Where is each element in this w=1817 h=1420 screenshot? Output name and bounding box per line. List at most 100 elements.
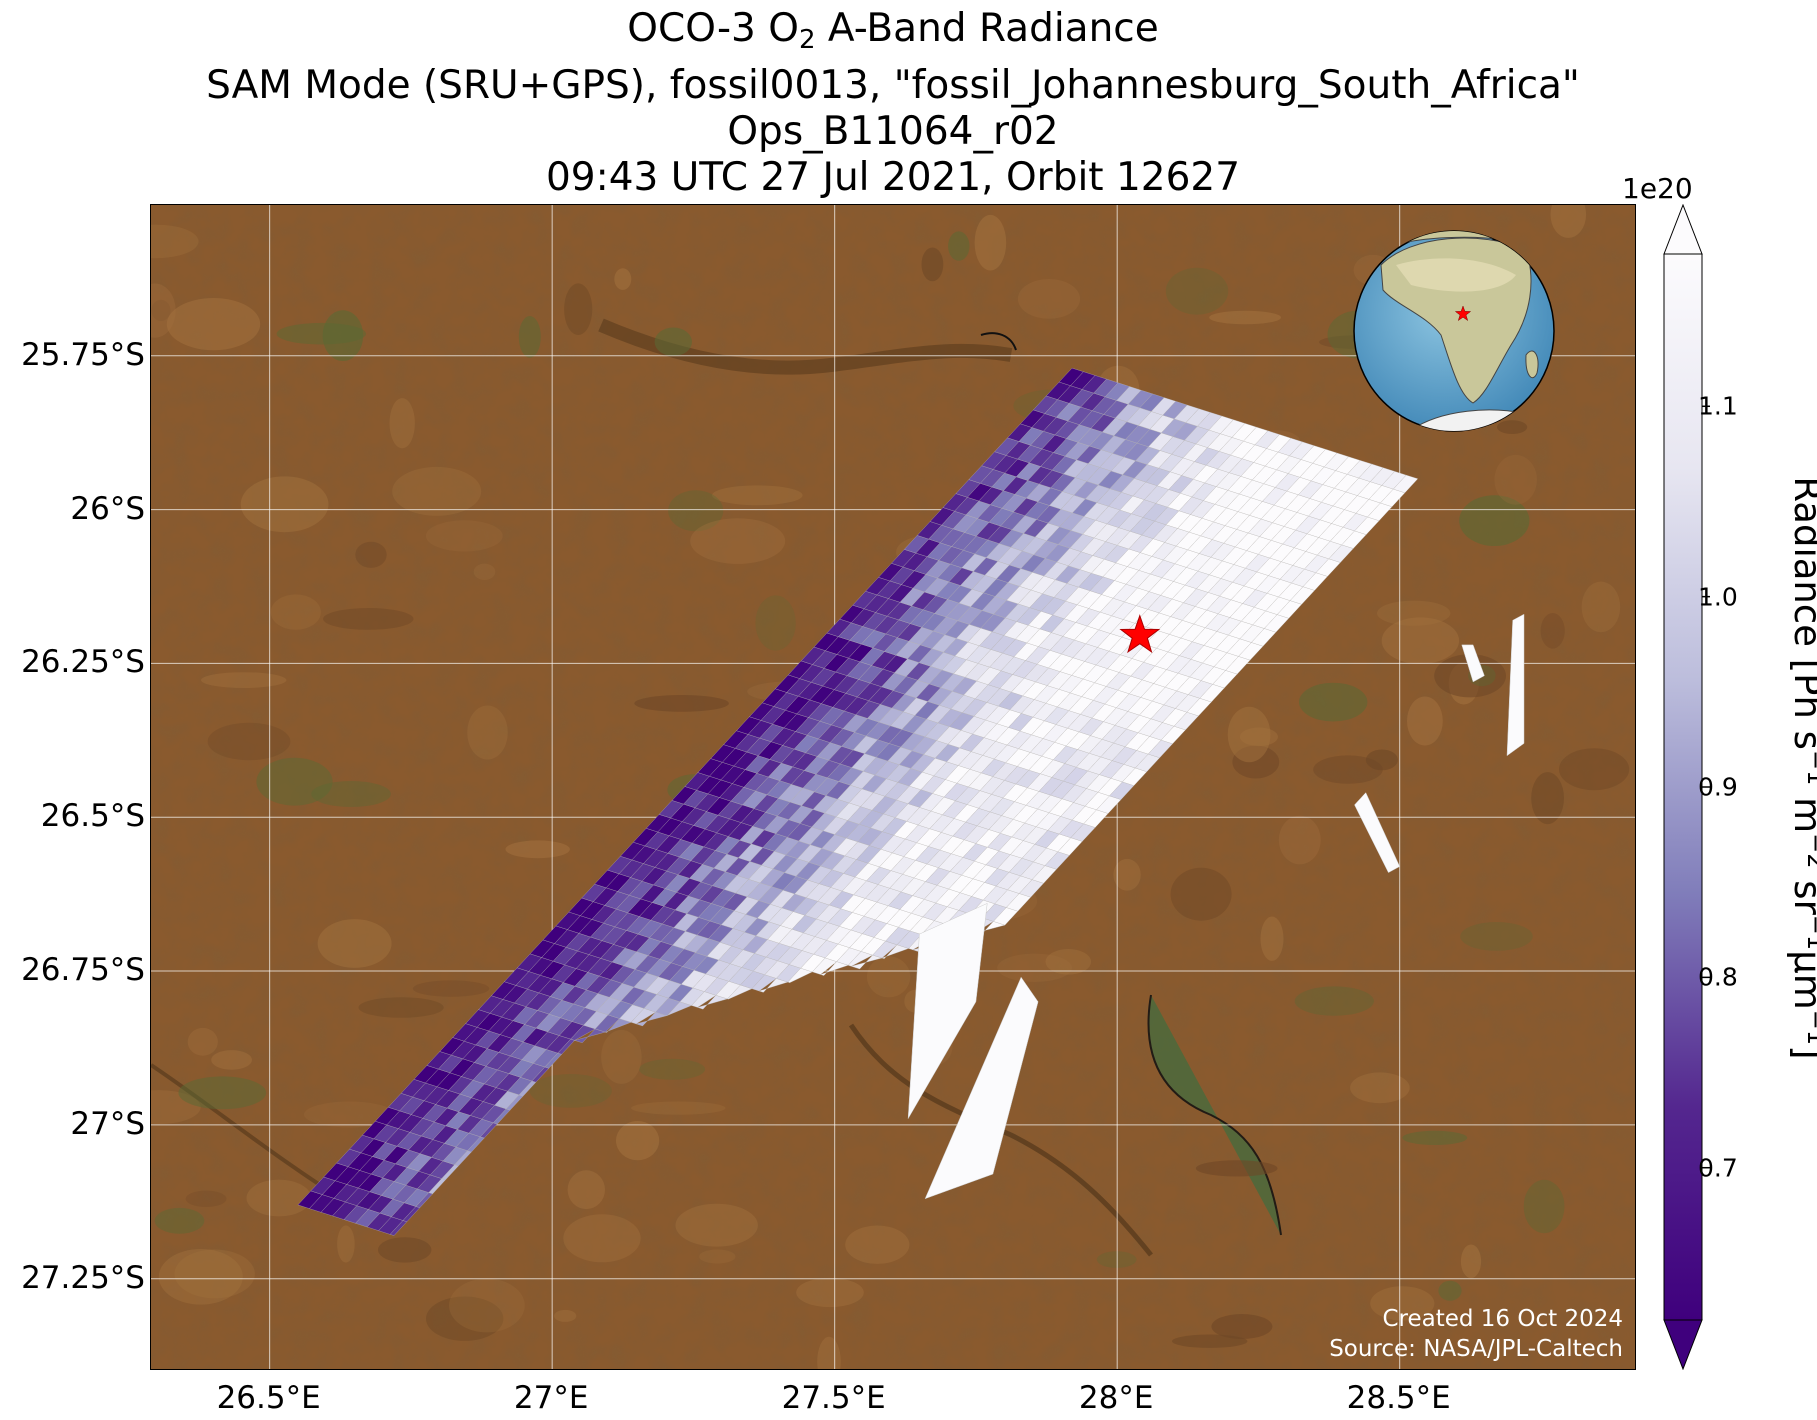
terrain-patch [1497,420,1528,434]
terrain-patch [639,1058,706,1080]
terrain-patch [174,1249,255,1299]
terrain-patch [276,322,366,345]
terrain-patch [1017,279,1081,319]
terrain-patch [1581,581,1621,633]
colorbar-gradient [1663,253,1703,1321]
terrain-patch [690,518,786,564]
colorbar-label: Radiance [Ph s−1 m−2 sr−1μm−1] [1785,476,1817,1059]
terrain-patch [154,1207,205,1234]
dam-shoreline [1147,994,1282,1236]
terrain-patch [1438,1280,1462,1301]
terrain-patch [207,722,291,761]
lat-tick-label: 26.5°S [40,798,145,835]
lat-tick-label: 25.75°S [21,336,145,373]
title-line-4: 09:43 UTC 27 Jul 2021, Orbit 12627 [545,155,1241,200]
chart-title: OCO-3 O2 A-Band Radiance SAM Mode (SRU+G… [150,6,1636,201]
terrain-patch [317,919,392,968]
terrain-patch [1209,310,1281,325]
terrain-patch [337,1225,355,1263]
terrain-patch [564,283,593,335]
terrain-patch [921,247,944,282]
lon-tick-label: 27°E [513,1380,589,1416]
terrain-patch [601,1029,642,1084]
terrain-patch [634,695,729,712]
terrain-patch [270,594,321,630]
radiance-sounding-strip [924,976,1039,1200]
terrain-patch [505,840,570,859]
terrain-patch [997,953,1072,982]
terrain-patch [358,997,444,1018]
colorbar-tick-label: 0.7 [1698,1153,1738,1183]
terrain-patch [378,1237,432,1263]
terrain-patch [311,781,391,807]
terrain-patch [1172,1334,1248,1348]
terrain-patch [796,1277,864,1308]
colorbar-tick-label: 1.0 [1698,582,1738,612]
colorbar-tick-label: 0.9 [1698,772,1738,802]
colorbar-offset-text: 1e20 [1622,172,1693,205]
radiance-swath [297,367,1525,1236]
terrain-patch [211,1050,252,1070]
terrain-patch [355,541,387,568]
terrain-patch [563,1214,641,1263]
terrain-patch [1402,1130,1468,1145]
terrain-patch [389,398,415,449]
colorbar-tick-marks [1702,405,1710,1169]
terrain-patch [1434,654,1506,698]
terrain-patch [166,298,261,351]
terrain-patch [1299,682,1368,722]
lon-tick-label: 27.5°E [781,1380,886,1416]
data-source: Source: NASA/JPL-Caltech [1329,1336,1623,1362]
title-line-2: SAM Mode (SRU+GPS), fossil0013, "fossil_… [206,63,1580,108]
lat-tick-label: 27°S [70,1105,145,1142]
terrain-patch [1294,986,1374,1016]
terrain-patch [256,757,333,806]
terrain-patch [866,956,911,998]
terrain-patch [158,1249,243,1305]
lon-tick-label: 26.5°E [216,1380,321,1416]
terrain-patch [1370,1286,1435,1321]
terrain-patch [1531,772,1564,825]
map-svg [151,205,1635,1369]
terrain-patch [240,476,329,533]
terrain-patch [1365,749,1398,771]
terrain-patch [1350,1072,1410,1104]
terrain-patch [201,672,287,688]
terrain-patch [412,980,490,997]
terrain-patch [151,299,171,321]
terrain-patch [567,1170,605,1210]
terrain-patch [426,1296,504,1341]
created-date: Created 16 Oct 2024 [1382,1306,1623,1332]
terrain-patch [322,310,364,361]
terrain-patch [1540,613,1565,649]
terrain-patch [304,1101,395,1128]
terrain-patch [614,268,632,290]
radiance-sounding-strip [1506,613,1525,757]
terrain-patch [1377,600,1451,626]
terrain-patch [1260,916,1284,961]
hartbeespoort-dam [980,332,1017,351]
terrain-patch [1045,949,1092,975]
terrain-patch [845,1225,910,1264]
terrain-patch [1559,748,1630,791]
terrain-patch [668,490,724,532]
globe-sahara [1396,258,1516,292]
map-panel [150,204,1636,1370]
lat-tick-label: 26°S [70,490,145,527]
radiance-sounding-strip [907,902,988,1119]
colorbar-tick-label: 0.8 [1698,962,1738,992]
terrain-patch [616,1121,660,1161]
terrain-patch [185,1190,227,1207]
terrain-patch [631,1101,726,1115]
colorbar-tick-label: 1.1 [1698,391,1738,421]
terrain-patch [755,595,796,651]
colorbar-extend-min [1663,1319,1703,1370]
radiance-sounding-strip [1354,792,1401,873]
lat-tick-label: 26.25°S [21,644,145,681]
target-star-marker [1119,614,1161,654]
terrain-patch [323,608,414,630]
terrain-patch [529,1074,612,1108]
globe-madagascar [1525,350,1539,378]
globe-star-marker [1454,305,1472,322]
radiance-sounding-strip [1461,644,1485,683]
